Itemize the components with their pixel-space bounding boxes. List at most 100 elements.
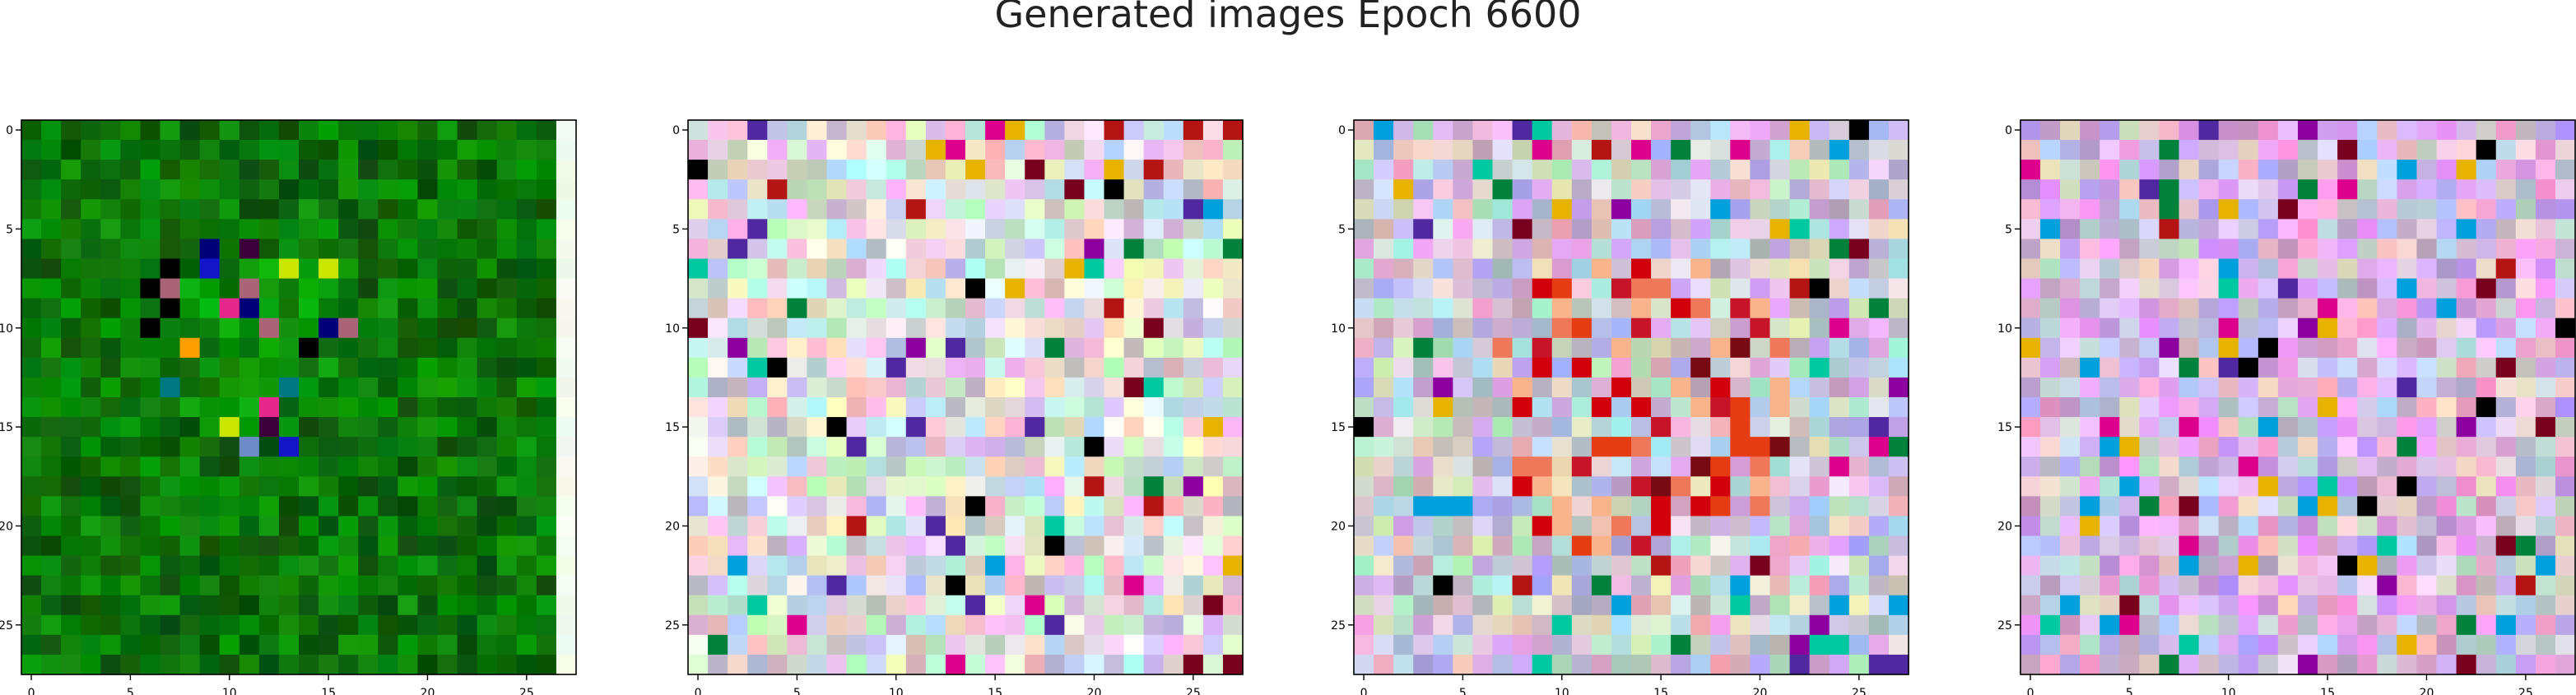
heatmap-cell [1671, 239, 1691, 260]
heatmap-cell [2337, 516, 2358, 537]
heatmap-cell [1433, 417, 1453, 438]
heatmap-cell [866, 278, 887, 299]
heatmap-cell [160, 199, 181, 220]
heatmap-cell [2495, 278, 2517, 299]
heatmap-cell [1005, 160, 1025, 180]
heatmap-cell [985, 535, 1006, 557]
heatmap-cell [1532, 317, 1553, 339]
heatmap-cell [2178, 516, 2200, 537]
heatmap-cell [100, 595, 121, 616]
heatmap-cell [747, 516, 768, 537]
heatmap-cell [2099, 614, 2120, 636]
heatmap-cell [2476, 575, 2497, 596]
heatmap-cell [417, 179, 439, 200]
heatmap-cell [496, 120, 518, 141]
heatmap-cell [417, 476, 439, 497]
heatmap-cell [826, 575, 848, 596]
heatmap-cell [807, 634, 828, 656]
heatmap-cell [708, 258, 728, 280]
heatmap-cell [1769, 160, 1791, 180]
heatmap-cell [1472, 476, 1494, 497]
heatmap-cell [338, 239, 359, 260]
heatmap-cell [1492, 417, 1514, 438]
heatmap-cell [319, 298, 339, 319]
heatmap-cell [1690, 120, 1711, 141]
heatmap-cell [1084, 535, 1105, 557]
heatmap-cell [160, 654, 181, 675]
heatmap-cell [1472, 456, 1494, 477]
heatmap-cell [496, 555, 518, 577]
heatmap-cell [1571, 614, 1593, 636]
heatmap-cell [2357, 575, 2378, 596]
heatmap-cell [2416, 160, 2438, 180]
heatmap-cell [905, 120, 927, 141]
heatmap-cell [179, 476, 201, 497]
heatmap-cell [787, 397, 808, 418]
heatmap-cell [140, 456, 161, 477]
heatmap-cell [516, 397, 537, 418]
heatmap-cell [1591, 654, 1612, 675]
heatmap-cell [2060, 496, 2081, 517]
heatmap-cell [1551, 199, 1573, 220]
heatmap-cell [319, 239, 339, 260]
heatmap-cell [1512, 496, 1533, 517]
heatmap-cell [1064, 179, 1086, 200]
heatmap-cell [1809, 575, 1830, 596]
heatmap-cell [1848, 199, 1870, 220]
heatmap-cell [747, 317, 768, 339]
heatmap-cell [120, 437, 142, 457]
heatmap-cell [708, 278, 728, 299]
heatmap-cell [945, 239, 966, 260]
heatmap-cell [1690, 535, 1711, 557]
heatmap-cell [516, 140, 537, 160]
heatmap-cell [688, 357, 709, 378]
heatmap-cell [2357, 614, 2378, 636]
heatmap-cell [1750, 199, 1771, 220]
heatmap-cell [299, 357, 319, 378]
heatmap-cell [1710, 476, 1731, 497]
heatmap-cell [905, 535, 927, 557]
heatmap-cell [2397, 278, 2418, 299]
heatmap-cell [1374, 199, 1394, 220]
heatmap-cell [2159, 654, 2180, 675]
heatmap-cell [1671, 317, 1691, 339]
heatmap-cell [1005, 140, 1025, 160]
heatmap-cell [2060, 456, 2081, 477]
heatmap-cell [2515, 654, 2536, 675]
heatmap-cell [516, 179, 537, 200]
heatmap-cell [728, 654, 748, 675]
heatmap-cell [2218, 120, 2239, 141]
heatmap-cell [1631, 357, 1652, 378]
heatmap-cell [437, 160, 458, 180]
heatmap-cell [2139, 496, 2160, 517]
heatmap-cell [437, 634, 458, 656]
heatmap-cell [1413, 179, 1434, 200]
heatmap-cell [1750, 516, 1771, 537]
y-tick-label: 10 [0, 322, 13, 336]
heatmap-cell [2298, 575, 2318, 596]
heatmap-cell [2198, 496, 2220, 517]
heatmap-cell [787, 298, 808, 319]
heatmap-cell [1064, 614, 1086, 636]
heatmap-cell [1829, 199, 1850, 220]
heatmap-cell [1551, 239, 1573, 260]
heatmap-cell [1769, 575, 1791, 596]
heatmap-cell [239, 239, 260, 260]
heatmap-cell [1888, 476, 1909, 497]
heatmap-cell [457, 199, 478, 220]
heatmap-cell [2119, 357, 2141, 378]
heatmap-cell [1044, 219, 1065, 240]
heatmap-cell [100, 239, 121, 260]
heatmap-cell [2555, 476, 2576, 497]
heatmap-cell [477, 179, 498, 200]
heatmap-cell [1611, 377, 1632, 398]
heatmap-cell [2397, 595, 2418, 616]
heatmap-cell [1512, 377, 1533, 398]
heatmap-cell [1064, 595, 1086, 616]
heatmap-cell [199, 317, 221, 339]
heatmap-cell [767, 476, 788, 497]
heatmap-cell [1750, 120, 1771, 141]
heatmap-cell [2436, 476, 2457, 497]
heatmap-cell [61, 239, 81, 260]
heatmap-cell [417, 219, 439, 240]
